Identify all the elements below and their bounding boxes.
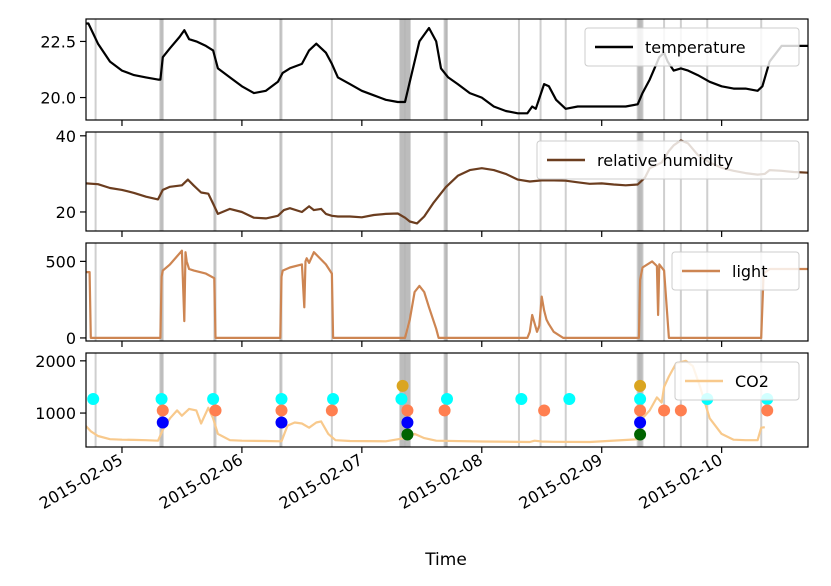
- legend-label: relative humidity: [597, 151, 733, 170]
- light-line: [86, 249, 808, 339]
- legend-box: [671, 251, 800, 291]
- y-tick-label: 20.0: [40, 89, 76, 108]
- legend-box: [536, 140, 800, 180]
- legend-box: [584, 27, 800, 67]
- event-marker: [395, 392, 408, 405]
- legend: relative humidity: [536, 140, 800, 180]
- axes-frame: [85, 242, 809, 342]
- panel-light: light 0 500: [45, 242, 809, 348]
- event-marker: [87, 392, 100, 405]
- event-marker: [275, 416, 288, 429]
- temperature-line: [86, 22, 808, 115]
- event-marker: [401, 416, 414, 429]
- panel-CO2: CO2 1000 2000: [35, 352, 809, 453]
- legend-label: CO2: [735, 372, 769, 391]
- event-marker: [634, 392, 647, 405]
- panel-relative-humidity: relative humidity 20 40: [56, 127, 809, 237]
- y-tick-label: 500: [45, 252, 76, 271]
- y-tick-label: 22.5: [40, 32, 76, 51]
- event-marker: [634, 379, 647, 392]
- event-marker: [761, 404, 774, 417]
- event-marker: [563, 392, 576, 405]
- event-marker: [658, 404, 671, 417]
- event-markers: [87, 379, 774, 441]
- event-marker: [674, 404, 687, 417]
- axes-frame: [85, 18, 809, 121]
- event-marker: [401, 404, 414, 417]
- event-marker: [634, 416, 647, 429]
- y-tick-label: 20: [56, 203, 76, 222]
- event-marker: [207, 392, 220, 405]
- axes-frame: [85, 352, 809, 448]
- event-marker: [634, 428, 647, 441]
- event-marker: [209, 404, 222, 417]
- y-tick-label: 0: [66, 329, 76, 348]
- event-marker: [401, 428, 414, 441]
- event-marker: [155, 392, 168, 405]
- panel-temperature: temperature 20.0 22.5: [40, 18, 809, 126]
- event-marker: [634, 404, 647, 417]
- event-marker: [396, 379, 409, 392]
- event-marker: [438, 404, 451, 417]
- y-tick-label: 40: [56, 127, 76, 146]
- y-tick-label: 2000: [35, 352, 76, 371]
- event-marker: [275, 404, 288, 417]
- legend: CO2: [674, 361, 800, 401]
- event-marker: [441, 392, 453, 405]
- event-marker: [156, 404, 169, 417]
- legend-label: light: [732, 262, 767, 281]
- event-marker: [275, 392, 288, 405]
- axes-frame: [85, 131, 809, 232]
- event-marker: [515, 392, 528, 405]
- event-marker: [325, 404, 338, 417]
- legend-box: [674, 361, 800, 401]
- x-axis-title: Time: [424, 550, 467, 570]
- event-marker: [327, 392, 340, 405]
- event-marker: [156, 416, 169, 429]
- y-tick-label: 1000: [35, 404, 76, 423]
- legend: light: [671, 251, 800, 291]
- panels: temperature 20.0 22.5 relative humidity 20 40…: [35, 18, 809, 453]
- legend-label: temperature: [645, 38, 746, 57]
- event-marker: [538, 404, 551, 417]
- legend: temperature: [584, 27, 800, 67]
